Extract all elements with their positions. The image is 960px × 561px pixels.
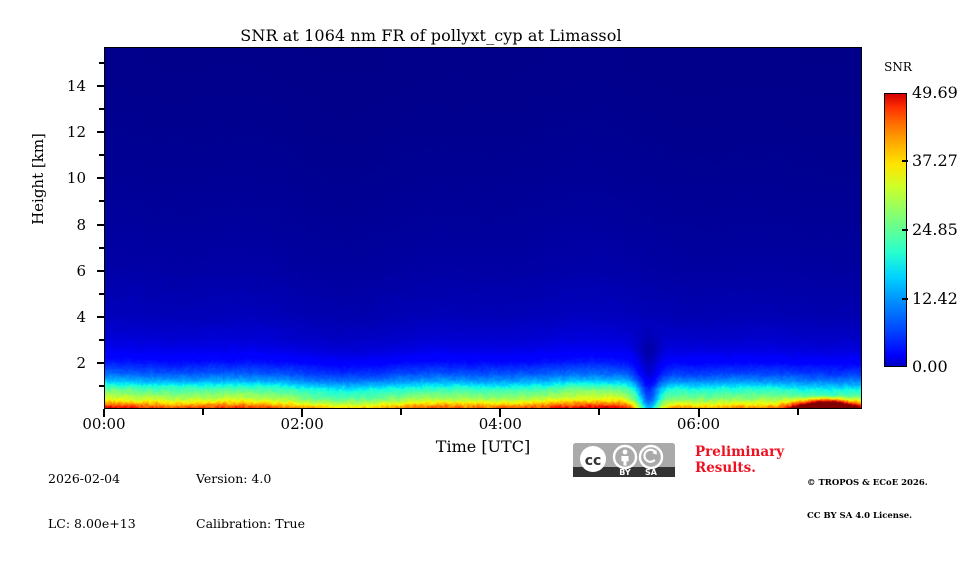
preliminary-line-1: Preliminary (695, 444, 785, 460)
footer-version-block: Version: 4.0 Calibration: True (196, 441, 305, 561)
x-tick-major (499, 409, 502, 417)
y-tick-major (97, 177, 105, 180)
colorbar-tick (902, 160, 908, 163)
y-tick-label: 8 (76, 215, 86, 234)
y-tick-label: 2 (76, 353, 86, 372)
y-tick-minor (99, 154, 105, 157)
heatmap-plot-area (104, 47, 862, 409)
y-tick-major (97, 85, 105, 88)
y-tick-label: 4 (76, 307, 86, 326)
svg-text:cc: cc (585, 453, 602, 469)
y-tick-minor (99, 200, 105, 203)
footer-date-block: 2026-02-04 LC: 8.00e+13 (48, 441, 136, 561)
y-tick-major (97, 131, 105, 134)
x-tick-label: 00:00 (82, 415, 126, 433)
y-tick-major (97, 361, 105, 364)
x-tick-minor (202, 409, 205, 415)
creative-commons-badge: cc BY SA (573, 443, 675, 477)
footer-date: 2026-02-04 (48, 471, 121, 486)
y-tick-label: 14 (66, 77, 86, 96)
x-tick-minor (598, 409, 601, 415)
x-tick-minor (400, 409, 403, 415)
colorbar-tick-label: 49.69 (912, 83, 958, 102)
y-tick-minor (99, 108, 105, 111)
chart-title: SNR at 1064 nm FR of pollyxt_cyp at Lima… (240, 26, 622, 45)
x-tick-label: 06:00 (676, 415, 721, 433)
y-tick-minor (99, 384, 105, 387)
y-tick-major (97, 315, 105, 318)
y-tick-major (97, 223, 105, 226)
x-tick-minor (796, 409, 799, 415)
x-tick-major (301, 409, 304, 417)
x-axis-label: Time [UTC] (435, 437, 531, 456)
cc-by-sa-icon: cc BY SA (573, 443, 675, 477)
x-tick-major (103, 409, 105, 417)
colorbar-tick-label: 12.42 (912, 288, 958, 308)
colorbar-tick-label: 0.00 (912, 357, 948, 376)
snr-heatmap-canvas (105, 48, 861, 408)
y-tick-minor (99, 338, 105, 341)
y-tick-major (97, 269, 105, 272)
preliminary-line-2: Results. (695, 460, 756, 476)
footer-lidar-constant: LC: 8.00e+13 (48, 516, 136, 531)
colorbar-title: SNR (884, 60, 912, 74)
y-tick-minor (99, 292, 105, 295)
y-tick-label: 6 (76, 261, 86, 280)
colorbar-tick (902, 297, 908, 300)
y-tick-minor (99, 246, 105, 249)
cc-sa-text: SA (645, 468, 658, 477)
x-tick-label: 02:00 (280, 415, 324, 433)
y-axis-label: Height [km] (29, 133, 47, 225)
copyright-line-2: CC BY SA 4.0 License. (807, 511, 913, 521)
colorbar-tick-label: 24.85 (912, 219, 958, 239)
cc-by-text: BY (619, 468, 631, 477)
colorbar-tick (902, 228, 908, 231)
quicklook-figure: SNR at 1064 nm FR of pollyxt_cyp at Lima… (29, 26, 958, 531)
colorbar-tick-label: 37.27 (912, 151, 958, 171)
y-tick-label: 12 (66, 123, 86, 142)
footer-calibration: Calibration: True (196, 516, 305, 531)
y-tick-label: 10 (66, 169, 86, 188)
y-tick-minor (99, 62, 105, 65)
x-tick-label: 04:00 (478, 415, 522, 433)
x-tick-major (697, 409, 700, 417)
footer-version: Version: 4.0 (196, 471, 272, 486)
copyright-notice: © TROPOS & ECoE 2026. CC BY SA 4.0 Licen… (807, 456, 928, 544)
preliminary-notice: Preliminary Results. (695, 444, 795, 476)
